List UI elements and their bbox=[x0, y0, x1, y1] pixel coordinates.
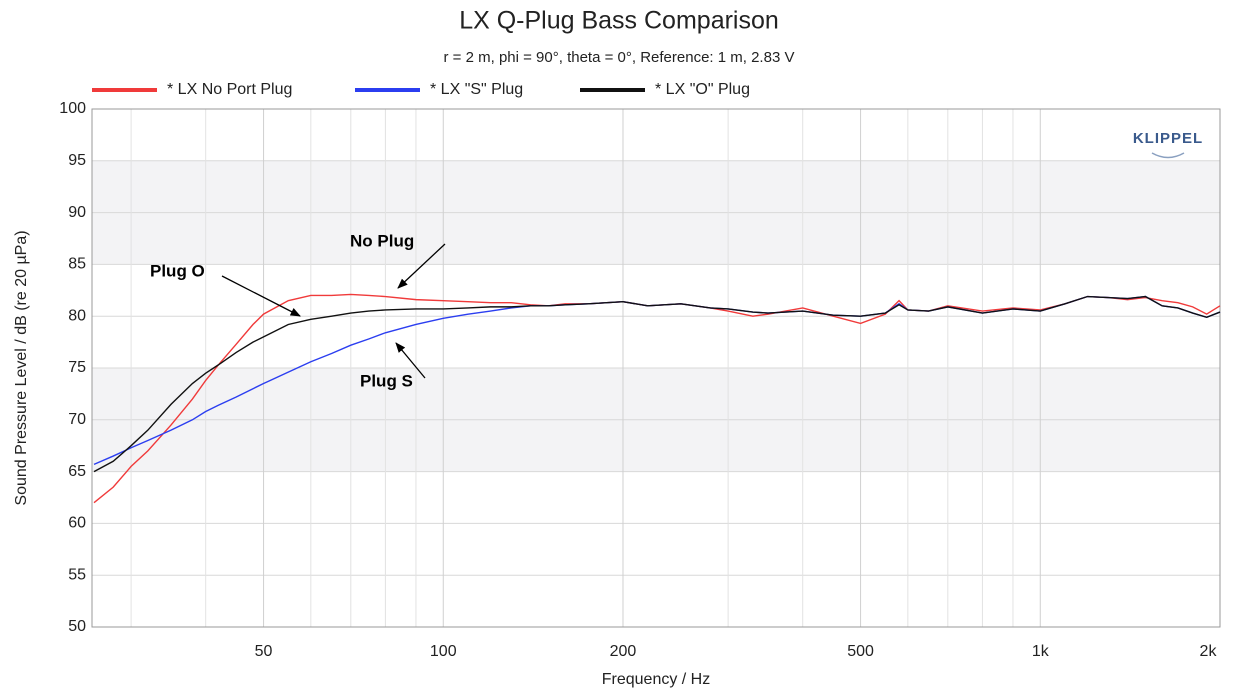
legend-label: * LX "S" Plug bbox=[430, 81, 523, 98]
logo-swoosh bbox=[1151, 152, 1185, 159]
annotation: Plug O bbox=[150, 261, 205, 280]
x-tick-label: 200 bbox=[610, 643, 637, 660]
logo: KLIPPEL bbox=[1133, 130, 1203, 147]
y-tick-label: 100 bbox=[59, 100, 86, 117]
chart-title: LX Q-Plug Bass Comparison bbox=[459, 7, 779, 35]
x-tick-label: 500 bbox=[847, 643, 874, 660]
y-tick-label: 90 bbox=[68, 204, 86, 221]
x-tick-label: 100 bbox=[430, 643, 457, 660]
y-tick-label: 75 bbox=[68, 359, 86, 376]
annotation: Plug S bbox=[360, 371, 413, 390]
x-axis-label: Frequency / Hz bbox=[602, 671, 710, 688]
chart-subtitle: r = 2 m, phi = 90°, theta = 0°, Referenc… bbox=[444, 49, 795, 66]
legend-label: * LX "O" Plug bbox=[655, 81, 750, 98]
y-axis-label: Sound Pressure Level / dB (re 20 µPa) bbox=[13, 230, 30, 505]
y-tick-label: 80 bbox=[68, 307, 86, 324]
x-tick-label: 1k bbox=[1032, 643, 1050, 660]
y-tick-label: 50 bbox=[68, 618, 86, 635]
y-tick-label: 60 bbox=[68, 515, 86, 532]
annotation-arrow bbox=[395, 342, 426, 379]
annotation: No Plug bbox=[350, 231, 414, 250]
x-tick-label: 2k bbox=[1200, 643, 1218, 660]
annotation-arrow bbox=[221, 275, 301, 317]
annotation-arrow bbox=[397, 243, 446, 289]
y-tick-label: 85 bbox=[68, 256, 86, 273]
y-tick-label: 55 bbox=[68, 566, 86, 583]
y-tick-label: 95 bbox=[68, 152, 86, 169]
series-line bbox=[93, 295, 1221, 473]
y-tick-label: 65 bbox=[68, 463, 86, 480]
y-tick-label: 70 bbox=[68, 411, 86, 428]
plot-frame bbox=[91, 108, 1221, 628]
x-tick-label: 50 bbox=[255, 643, 273, 660]
legend-label: * LX No Port Plug bbox=[167, 81, 292, 98]
